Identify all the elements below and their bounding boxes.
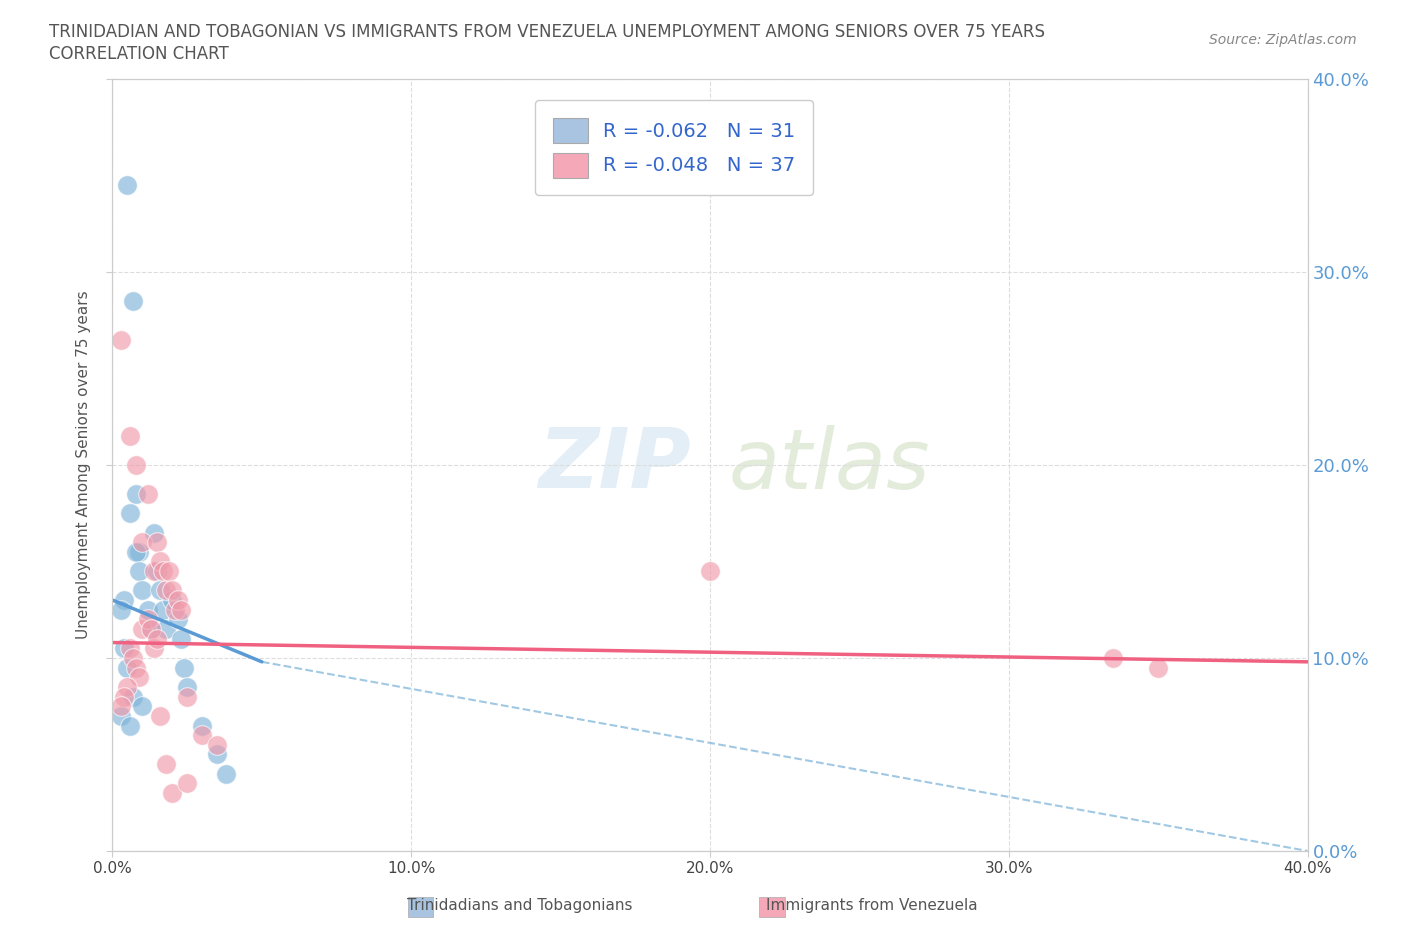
Point (131, 621, 153, 636)
Point (167, 612, 190, 627)
Point (125, 660, 148, 675)
Text: CORRELATION CHART: CORRELATION CHART (49, 45, 229, 62)
Point (215, 766, 238, 781)
Point (165, 603, 187, 618)
Point (170, 631, 193, 646)
Point (110, 332, 132, 347)
Point (162, 786, 183, 801)
Y-axis label: Unemployment Among Seniors over 75 years: Unemployment Among Seniors over 75 years (76, 291, 91, 639)
Point (114, 689, 135, 704)
Point (146, 631, 169, 646)
Point (162, 583, 183, 598)
Point (138, 603, 160, 618)
Point (120, 429, 142, 444)
Point (138, 612, 160, 627)
Point (155, 757, 177, 772)
Point (699, 564, 721, 578)
Point (114, 641, 135, 656)
Point (205, 747, 228, 762)
Point (146, 535, 169, 550)
Point (170, 603, 193, 618)
Point (122, 651, 145, 666)
Point (146, 564, 169, 578)
Point (157, 564, 180, 578)
Point (167, 592, 190, 607)
Point (141, 621, 163, 636)
Point (152, 564, 174, 578)
Point (114, 592, 135, 607)
Point (120, 641, 142, 656)
Point (138, 486, 160, 501)
Point (191, 718, 214, 733)
Point (131, 583, 153, 598)
Point (176, 776, 198, 790)
Point (149, 554, 172, 569)
Point (155, 583, 177, 598)
Point (128, 564, 150, 578)
Point (125, 458, 148, 472)
Point (117, 660, 139, 675)
Point (110, 698, 132, 713)
Point (141, 621, 163, 636)
Point (117, 680, 139, 695)
Point (176, 689, 198, 704)
Point (155, 621, 177, 636)
Point (191, 727, 214, 742)
Point (122, 689, 145, 704)
Point (110, 603, 132, 618)
Point (149, 583, 172, 598)
Point (117, 178, 139, 193)
Point (1147, 660, 1170, 675)
Point (120, 506, 142, 521)
Point (143, 525, 166, 540)
Point (1102, 651, 1125, 666)
Point (131, 535, 153, 550)
Point (110, 709, 132, 724)
Point (131, 698, 153, 713)
Point (149, 709, 172, 724)
Point (173, 660, 195, 675)
Point (143, 564, 166, 578)
Legend: R = -0.062   N = 31, R = -0.048   N = 37: R = -0.062 N = 31, R = -0.048 N = 37 (536, 100, 813, 195)
Point (125, 486, 148, 501)
Point (143, 641, 166, 656)
Text: Trinidadians and Tobagonians: Trinidadians and Tobagonians (408, 897, 633, 912)
Point (128, 670, 150, 684)
Point (122, 294, 145, 309)
Point (128, 544, 150, 559)
Point (205, 737, 228, 752)
Text: TRINIDADIAN AND TOBAGONIAN VS IMMIGRANTS FROM VENEZUELA UNEMPLOYMENT AMONG SENIO: TRINIDADIAN AND TOBAGONIAN VS IMMIGRANTS… (49, 23, 1045, 41)
Point (176, 680, 198, 695)
Text: ZIP: ZIP (538, 424, 690, 506)
Text: Immigrants from Venezuela: Immigrants from Venezuela (766, 897, 977, 912)
Point (162, 592, 183, 607)
Text: Source: ZipAtlas.com: Source: ZipAtlas.com (1209, 33, 1357, 46)
Point (125, 544, 148, 559)
Text: atlas: atlas (728, 424, 931, 506)
Point (120, 718, 142, 733)
Point (152, 603, 174, 618)
